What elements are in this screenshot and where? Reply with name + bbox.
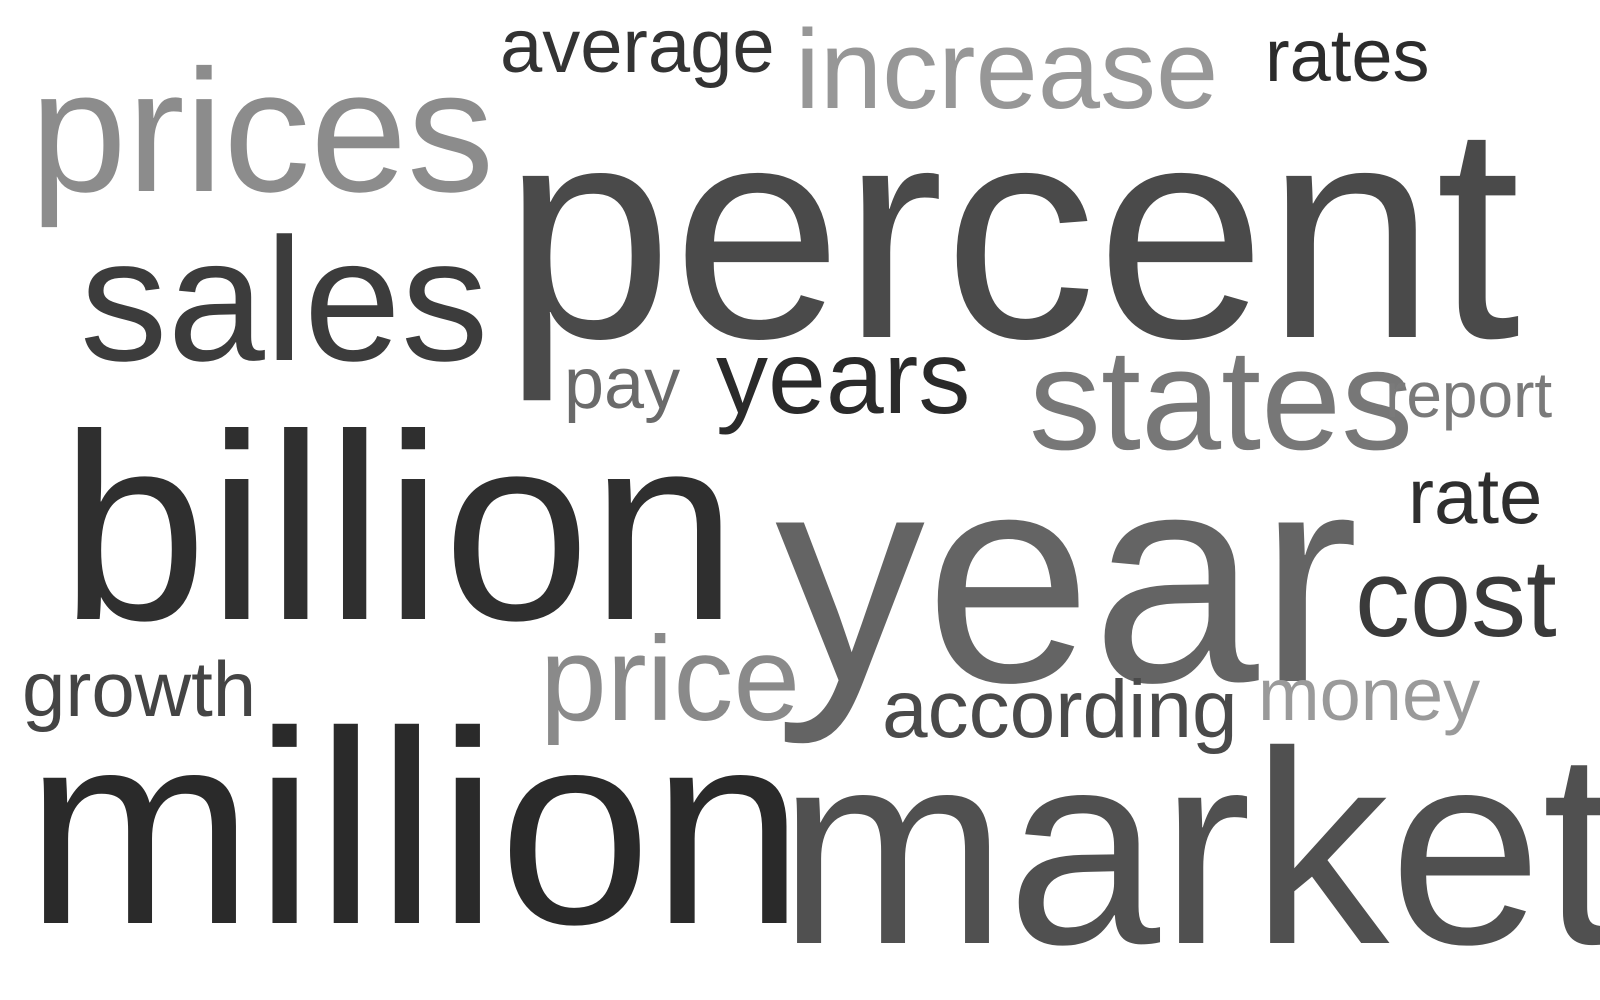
word-years: years xyxy=(716,320,971,436)
word-pay: pay xyxy=(564,344,681,424)
word-growth: growth xyxy=(22,645,257,733)
word-money: money xyxy=(1258,653,1481,736)
word-cost: cost xyxy=(1355,537,1557,660)
word-billion: billion xyxy=(60,380,738,676)
word-market: market xyxy=(778,695,1600,1000)
word-prices: prices xyxy=(30,33,495,228)
word-year: year xyxy=(775,409,1359,745)
word-according: according xyxy=(882,664,1238,755)
word-percent: percent xyxy=(503,61,1521,402)
word-sales: sales xyxy=(80,203,489,398)
word-rate: rate xyxy=(1408,452,1543,540)
word-increase: increase xyxy=(795,7,1219,132)
word-states: states xyxy=(1029,319,1414,480)
word-rates: rates xyxy=(1265,14,1430,97)
word-million: million xyxy=(25,675,805,982)
word-price: price xyxy=(540,612,801,746)
word-report: report xyxy=(1385,359,1553,431)
word-average: average xyxy=(500,4,775,89)
